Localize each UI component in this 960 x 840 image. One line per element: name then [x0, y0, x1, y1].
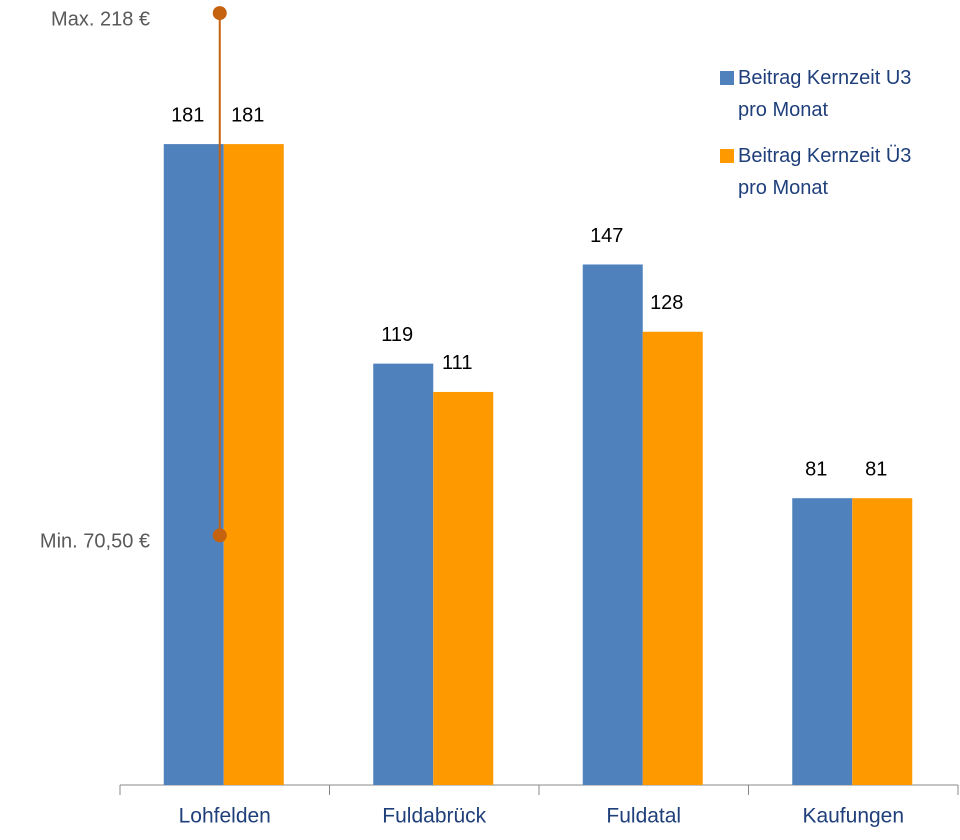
range-point	[212, 6, 227, 21]
legend: Beitrag Kernzeit U3 pro Monat Beitrag Ker…	[720, 62, 960, 218]
bar	[852, 498, 913, 785]
bar	[223, 144, 284, 785]
data-label: 119	[381, 324, 413, 346]
bar	[582, 264, 643, 786]
legend-label: Beitrag Kernzeit U3 pro Monat	[738, 67, 912, 121]
data-label: 181	[231, 104, 264, 126]
data-label: 181	[171, 104, 204, 126]
data-label: 147	[590, 225, 623, 247]
bar	[433, 391, 494, 785]
x-tick-label: Fuldabrück	[382, 805, 486, 828]
annotation-label: Max. 218 €	[51, 8, 150, 30]
data-label: 111	[442, 352, 472, 374]
legend-label: Beitrag Kernzeit Ü3 pro Monat	[738, 145, 912, 199]
range-point	[212, 528, 227, 543]
x-tick-label: Kaufungen	[802, 805, 904, 828]
x-tick-label: Lohfelden	[179, 805, 271, 828]
bar	[373, 363, 434, 785]
x-tick-label: Fuldatal	[606, 805, 681, 828]
data-label: 128	[650, 292, 683, 314]
legend-swatch	[720, 71, 734, 85]
bar	[163, 144, 224, 785]
legend-swatch	[720, 149, 734, 163]
bar	[792, 498, 853, 785]
annotation-label: Min. 70,50 €	[40, 531, 150, 553]
bar	[642, 331, 703, 785]
legend-item: Beitrag Kernzeit Ü3 pro Monat	[720, 140, 960, 204]
data-label: 81	[865, 458, 887, 480]
legend-item: Beitrag Kernzeit U3 pro Monat	[720, 62, 960, 126]
data-label: 81	[805, 458, 827, 480]
